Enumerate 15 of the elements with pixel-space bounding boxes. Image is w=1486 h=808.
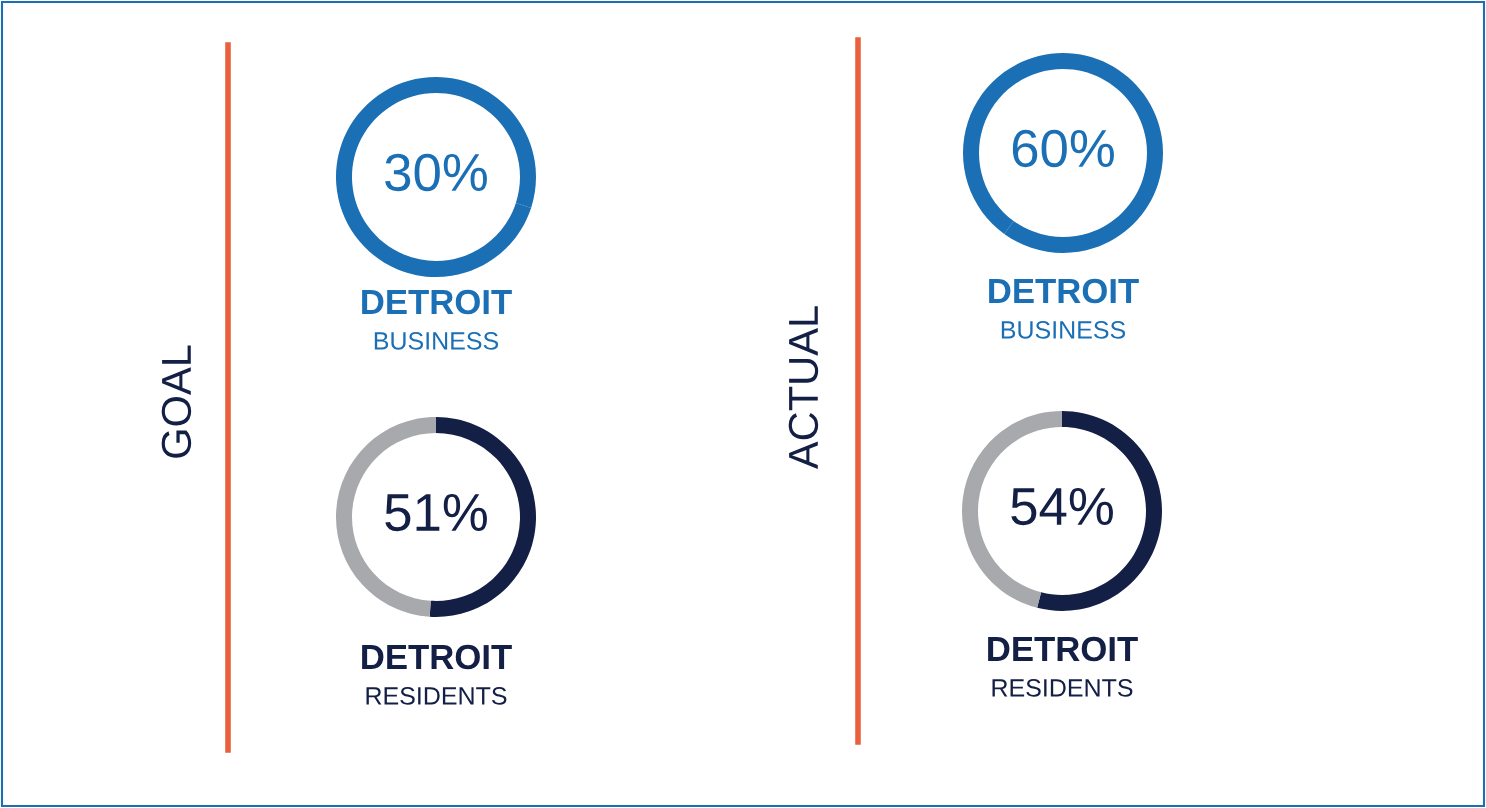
data-label: 54% [1011, 488, 1113, 526]
data-label: 60% [1012, 129, 1114, 168]
text: BUSINESS [1001, 321, 1126, 339]
data-label: 30% [385, 153, 487, 192]
data-label: 51% [385, 494, 487, 532]
text: DETROIT [362, 289, 512, 315]
text: BUSINESS [374, 332, 499, 350]
text: ACTUAL [788, 306, 819, 470]
text: DETROIT [988, 636, 1138, 662]
text: RESIDENTS [366, 687, 507, 705]
text: DETROIT [989, 278, 1139, 304]
text: GOAL [161, 345, 192, 458]
donut-slice [336, 77, 532, 277]
text: RESIDENTS [992, 679, 1133, 697]
text: DETROIT [362, 644, 512, 670]
